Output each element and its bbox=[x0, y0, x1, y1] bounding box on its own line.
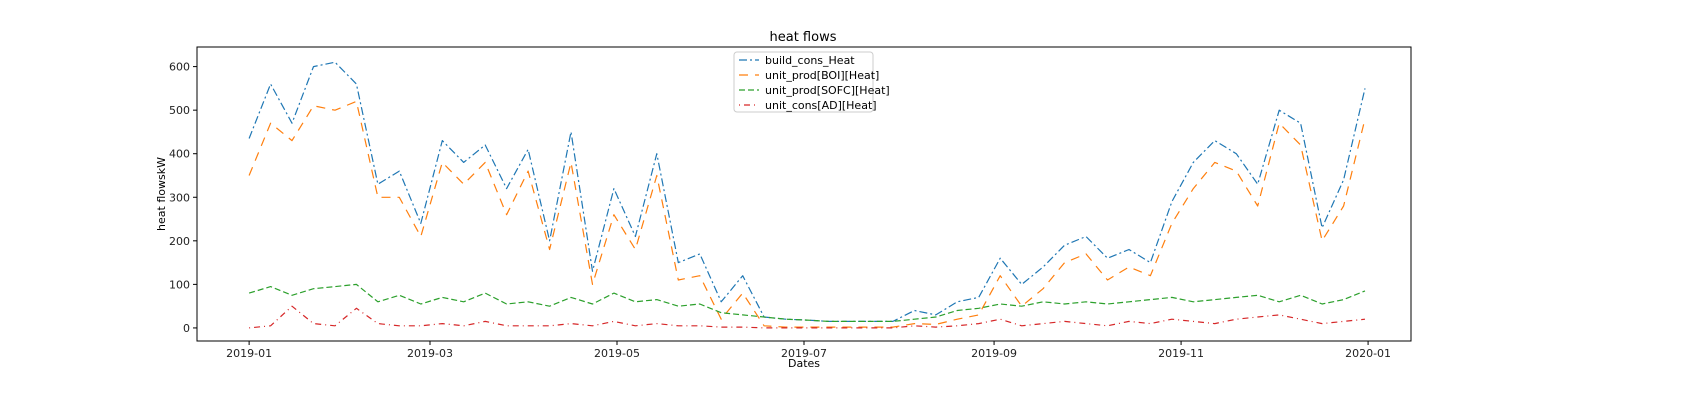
x-tick-label: 2019-09 bbox=[971, 347, 1017, 360]
y-axis-label: heat flowskW bbox=[155, 157, 168, 231]
legend-label: build_cons_Heat bbox=[765, 54, 855, 67]
y-tick-label: 100 bbox=[169, 278, 190, 291]
legend-box bbox=[733, 51, 874, 113]
y-tick-label: 600 bbox=[169, 61, 190, 74]
series-line-2 bbox=[248, 100, 1366, 328]
legend: build_cons_Heat unit_prod[BOI][Heat] unit_… bbox=[733, 51, 890, 113]
y-tick-label: 200 bbox=[169, 235, 190, 248]
legend-label: unit_prod[BOI][Heat] bbox=[765, 69, 879, 82]
x-tick-label: 2019-11 bbox=[1158, 347, 1204, 360]
x-tick-label: 2019-01 bbox=[226, 347, 272, 360]
series-line-3 bbox=[248, 283, 1366, 322]
plot-lines bbox=[248, 61, 1366, 329]
x-tick-label: 2019-03 bbox=[407, 347, 453, 360]
series-line-4 bbox=[249, 305, 1366, 329]
x-tick-label: 2019-05 bbox=[594, 347, 640, 360]
y-axis: 0 100 200 300 400 500 600 bbox=[169, 61, 197, 335]
x-axis: 2019-01 2019-03 2019-05 2019-07 2019-09 2019-… bbox=[226, 341, 1391, 360]
y-tick-label: 500 bbox=[169, 104, 190, 117]
x-tick-label: 2019-07 bbox=[781, 347, 827, 360]
legend-label: unit_prod[SOFC][Heat] bbox=[765, 84, 890, 97]
y-tick-label: 400 bbox=[169, 148, 190, 161]
y-tick-label: 300 bbox=[169, 191, 190, 204]
x-axis-label: Dates bbox=[788, 357, 820, 370]
x-tick-label: 2020-01 bbox=[1345, 347, 1391, 360]
y-tick-label: 0 bbox=[183, 322, 190, 335]
legend-label: unit_cons[AD][Heat] bbox=[765, 99, 877, 112]
chart-title: heat flows bbox=[770, 30, 837, 45]
